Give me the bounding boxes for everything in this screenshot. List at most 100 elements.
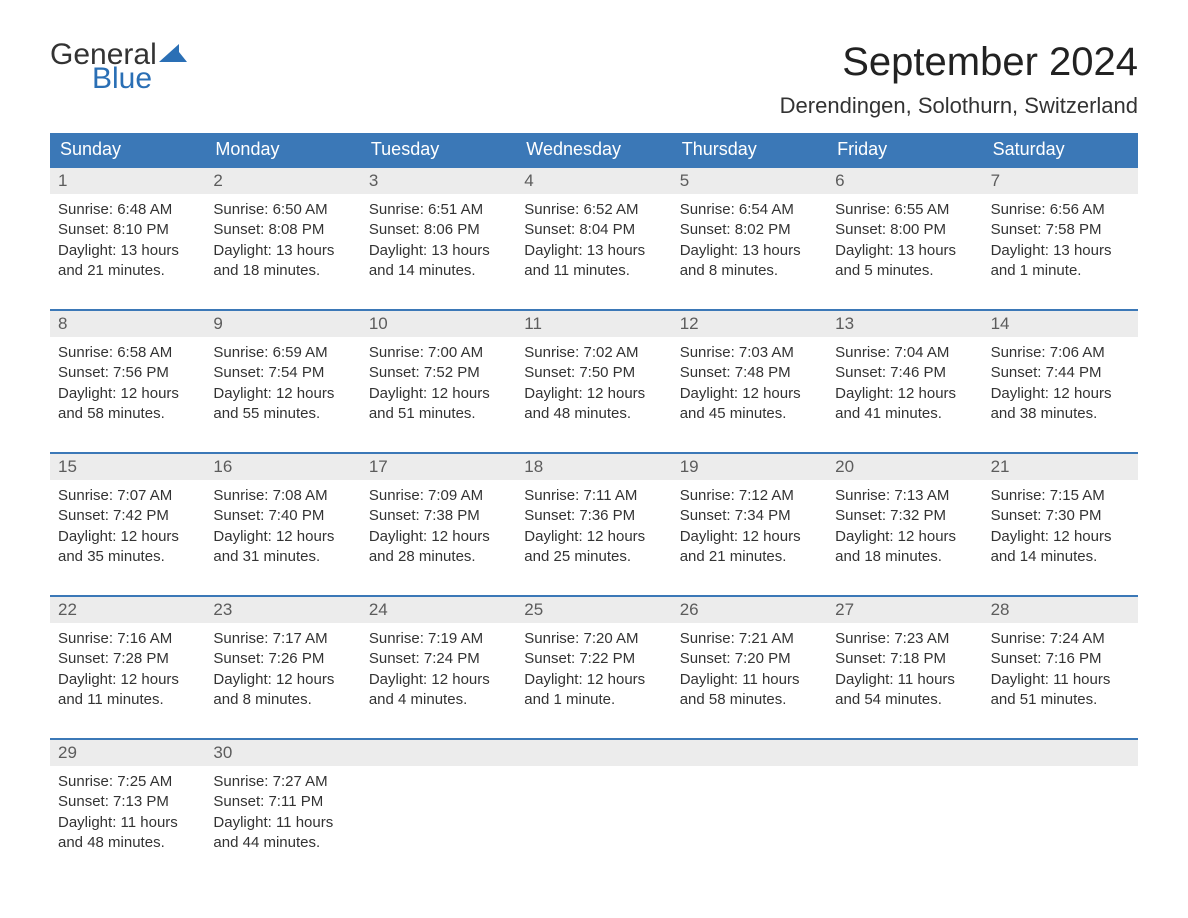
day-number: 23: [205, 597, 360, 623]
daylight-line1: Daylight: 13 hours: [524, 241, 663, 261]
day-cell: 1Sunrise: 6:48 AMSunset: 8:10 PMDaylight…: [50, 168, 205, 291]
day-cell: 4Sunrise: 6:52 AMSunset: 8:04 PMDaylight…: [516, 168, 671, 291]
sunrise-text: Sunrise: 7:27 AM: [213, 772, 352, 792]
day-body: Sunrise: 7:19 AMSunset: 7:24 PMDaylight:…: [361, 623, 516, 720]
title-block: September 2024 Derendingen, Solothurn, S…: [780, 40, 1138, 119]
daylight-line1: Daylight: 12 hours: [369, 527, 508, 547]
week-row: 1Sunrise: 6:48 AMSunset: 8:10 PMDaylight…: [50, 166, 1138, 291]
day-number: 17: [361, 454, 516, 480]
sunset-text: Sunset: 7:32 PM: [835, 506, 974, 526]
sunset-text: Sunset: 7:34 PM: [680, 506, 819, 526]
day-cell: 7Sunrise: 6:56 AMSunset: 7:58 PMDaylight…: [983, 168, 1138, 291]
day-number: 2: [205, 168, 360, 194]
day-number: 16: [205, 454, 360, 480]
daylight-line2: and 51 minutes.: [369, 404, 508, 424]
daylight-line2: and 18 minutes.: [835, 547, 974, 567]
day-cell: 10Sunrise: 7:00 AMSunset: 7:52 PMDayligh…: [361, 311, 516, 434]
daylight-line2: and 1 minute.: [524, 690, 663, 710]
week-row: 29Sunrise: 7:25 AMSunset: 7:13 PMDayligh…: [50, 738, 1138, 863]
sunrise-text: Sunrise: 6:56 AM: [991, 200, 1130, 220]
sunrise-text: Sunrise: 7:12 AM: [680, 486, 819, 506]
sunset-text: Sunset: 7:36 PM: [524, 506, 663, 526]
day-body: Sunrise: 7:11 AMSunset: 7:36 PMDaylight:…: [516, 480, 671, 577]
daylight-line1: Daylight: 13 hours: [680, 241, 819, 261]
daylight-line2: and 25 minutes.: [524, 547, 663, 567]
daylight-line1: Daylight: 12 hours: [524, 527, 663, 547]
day-body: Sunrise: 7:21 AMSunset: 7:20 PMDaylight:…: [672, 623, 827, 720]
day-body: Sunrise: 7:20 AMSunset: 7:22 PMDaylight:…: [516, 623, 671, 720]
sunrise-text: Sunrise: 7:06 AM: [991, 343, 1130, 363]
sunrise-text: Sunrise: 6:51 AM: [369, 200, 508, 220]
day-cell: 21Sunrise: 7:15 AMSunset: 7:30 PMDayligh…: [983, 454, 1138, 577]
sunset-text: Sunset: 7:22 PM: [524, 649, 663, 669]
weeks-container: 1Sunrise: 6:48 AMSunset: 8:10 PMDaylight…: [50, 166, 1138, 863]
sunrise-text: Sunrise: 6:54 AM: [680, 200, 819, 220]
daylight-line1: Daylight: 13 hours: [835, 241, 974, 261]
day-number: [672, 740, 827, 766]
sunset-text: Sunset: 7:40 PM: [213, 506, 352, 526]
sunset-text: Sunset: 7:46 PM: [835, 363, 974, 383]
sunrise-text: Sunrise: 7:25 AM: [58, 772, 197, 792]
daylight-line2: and 54 minutes.: [835, 690, 974, 710]
day-number: 15: [50, 454, 205, 480]
day-cell: [361, 740, 516, 863]
sunset-text: Sunset: 7:44 PM: [991, 363, 1130, 383]
day-body: Sunrise: 7:15 AMSunset: 7:30 PMDaylight:…: [983, 480, 1138, 577]
day-body: Sunrise: 6:52 AMSunset: 8:04 PMDaylight:…: [516, 194, 671, 291]
sunset-text: Sunset: 7:54 PM: [213, 363, 352, 383]
weekday-label: Thursday: [672, 133, 827, 166]
day-number: 24: [361, 597, 516, 623]
daylight-line1: Daylight: 12 hours: [680, 527, 819, 547]
day-body: Sunrise: 7:08 AMSunset: 7:40 PMDaylight:…: [205, 480, 360, 577]
sunrise-text: Sunrise: 7:15 AM: [991, 486, 1130, 506]
day-body: Sunrise: 6:55 AMSunset: 8:00 PMDaylight:…: [827, 194, 982, 291]
daylight-line2: and 5 minutes.: [835, 261, 974, 281]
sunset-text: Sunset: 7:58 PM: [991, 220, 1130, 240]
day-cell: [983, 740, 1138, 863]
sunrise-text: Sunrise: 7:13 AM: [835, 486, 974, 506]
day-cell: 3Sunrise: 6:51 AMSunset: 8:06 PMDaylight…: [361, 168, 516, 291]
sunset-text: Sunset: 7:13 PM: [58, 792, 197, 812]
day-cell: 27Sunrise: 7:23 AMSunset: 7:18 PMDayligh…: [827, 597, 982, 720]
daylight-line2: and 31 minutes.: [213, 547, 352, 567]
daylight-line2: and 38 minutes.: [991, 404, 1130, 424]
week-row: 8Sunrise: 6:58 AMSunset: 7:56 PMDaylight…: [50, 309, 1138, 434]
sunrise-text: Sunrise: 6:55 AM: [835, 200, 974, 220]
day-body: Sunrise: 7:09 AMSunset: 7:38 PMDaylight:…: [361, 480, 516, 577]
day-number: 28: [983, 597, 1138, 623]
daylight-line1: Daylight: 12 hours: [835, 384, 974, 404]
day-cell: 30Sunrise: 7:27 AMSunset: 7:11 PMDayligh…: [205, 740, 360, 863]
daylight-line2: and 21 minutes.: [680, 547, 819, 567]
day-body: Sunrise: 6:56 AMSunset: 7:58 PMDaylight:…: [983, 194, 1138, 291]
header-row: General Blue September 2024 Derendingen,…: [50, 40, 1138, 119]
day-cell: 13Sunrise: 7:04 AMSunset: 7:46 PMDayligh…: [827, 311, 982, 434]
day-number: 1: [50, 168, 205, 194]
daylight-line2: and 28 minutes.: [369, 547, 508, 567]
day-cell: [827, 740, 982, 863]
daylight-line2: and 45 minutes.: [680, 404, 819, 424]
day-number: 13: [827, 311, 982, 337]
daylight-line2: and 35 minutes.: [58, 547, 197, 567]
week-row: 22Sunrise: 7:16 AMSunset: 7:28 PMDayligh…: [50, 595, 1138, 720]
sunset-text: Sunset: 7:11 PM: [213, 792, 352, 812]
location-label: Derendingen, Solothurn, Switzerland: [780, 93, 1138, 119]
day-body: Sunrise: 6:59 AMSunset: 7:54 PMDaylight:…: [205, 337, 360, 434]
sunrise-text: Sunrise: 7:23 AM: [835, 629, 974, 649]
sunrise-text: Sunrise: 7:24 AM: [991, 629, 1130, 649]
sunset-text: Sunset: 8:02 PM: [680, 220, 819, 240]
sunrise-text: Sunrise: 7:16 AM: [58, 629, 197, 649]
sunrise-text: Sunrise: 7:03 AM: [680, 343, 819, 363]
daylight-line2: and 41 minutes.: [835, 404, 974, 424]
daylight-line1: Daylight: 12 hours: [213, 384, 352, 404]
sunset-text: Sunset: 7:28 PM: [58, 649, 197, 669]
day-cell: 5Sunrise: 6:54 AMSunset: 8:02 PMDaylight…: [672, 168, 827, 291]
daylight-line1: Daylight: 11 hours: [213, 813, 352, 833]
logo: General Blue: [50, 40, 187, 94]
sunset-text: Sunset: 7:20 PM: [680, 649, 819, 669]
day-number: 9: [205, 311, 360, 337]
sunset-text: Sunset: 7:38 PM: [369, 506, 508, 526]
day-body: Sunrise: 7:12 AMSunset: 7:34 PMDaylight:…: [672, 480, 827, 577]
daylight-line1: Daylight: 13 hours: [991, 241, 1130, 261]
day-number: 26: [672, 597, 827, 623]
sunrise-text: Sunrise: 7:21 AM: [680, 629, 819, 649]
